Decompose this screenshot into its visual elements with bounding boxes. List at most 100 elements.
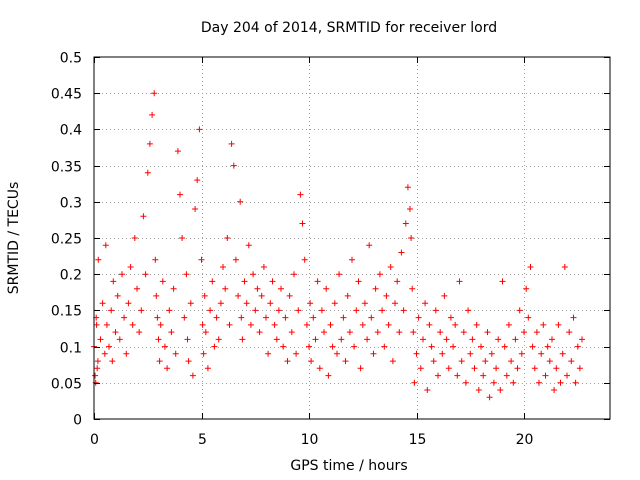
data-point [456, 278, 463, 285]
data-point [497, 387, 504, 393]
data-point [306, 343, 312, 350]
data-point [273, 336, 280, 343]
data-point [284, 358, 291, 365]
data-point [540, 321, 547, 328]
data-point [338, 336, 345, 343]
data-point [370, 350, 377, 357]
y-tick-label: 0.45 [51, 87, 82, 103]
data-point [318, 307, 325, 314]
data-point [156, 358, 163, 365]
data-point [93, 321, 100, 328]
data-point [410, 329, 417, 336]
data-point [121, 314, 128, 321]
data-point [501, 343, 508, 350]
data-point [336, 271, 343, 278]
data-point [536, 379, 542, 386]
x-tick-label: 15 [409, 432, 427, 448]
data-point [521, 329, 527, 336]
data-point [278, 285, 284, 292]
data-point [415, 314, 422, 321]
data-point [297, 191, 304, 198]
data-point [204, 365, 211, 372]
data-point [385, 321, 392, 328]
axis-ticks [94, 57, 610, 420]
data-point [486, 394, 493, 401]
data-point [561, 264, 568, 270]
data-point [510, 379, 517, 386]
data-point [275, 307, 282, 314]
data-point [187, 300, 194, 307]
data-point [460, 329, 467, 336]
data-point [331, 300, 338, 307]
data-point [94, 365, 101, 372]
data-point [172, 350, 179, 357]
y-tick-label: 0.25 [51, 232, 82, 248]
data-point [576, 365, 583, 372]
data-point [372, 285, 379, 292]
data-point [329, 343, 336, 350]
data-point [469, 336, 476, 343]
data-point [398, 249, 405, 256]
data-point [159, 278, 166, 285]
data-point [202, 329, 209, 336]
data-point [546, 358, 553, 365]
data-point [92, 372, 99, 379]
data-point [230, 162, 237, 169]
data-point [514, 365, 521, 372]
data-point [164, 365, 171, 372]
data-point [574, 343, 581, 350]
data-point [557, 379, 564, 386]
data-point [129, 321, 136, 328]
y-tick-label: 0.2 [60, 268, 82, 284]
data-point [153, 292, 160, 299]
grid [94, 57, 610, 419]
data-point [127, 264, 134, 270]
data-point [342, 358, 349, 365]
data-point [166, 307, 173, 314]
data-point [239, 336, 246, 343]
data-point [288, 329, 295, 336]
data-point [503, 372, 510, 379]
data-point [228, 140, 235, 147]
y-tick-label: 0.5 [60, 51, 82, 67]
data-point [527, 264, 534, 270]
data-point [389, 358, 396, 365]
data-point [413, 350, 420, 357]
data-point [226, 321, 233, 328]
data-point [260, 264, 267, 270]
data-point [245, 242, 252, 249]
data-point [97, 336, 104, 343]
data-point [376, 271, 383, 278]
data-point [465, 307, 472, 314]
data-point [282, 314, 289, 321]
data-point [299, 220, 306, 227]
data-point [495, 336, 502, 343]
data-point [402, 220, 409, 227]
data-point [179, 235, 186, 241]
data-point [213, 314, 220, 321]
data-point [140, 213, 147, 220]
data-point [157, 321, 164, 328]
data-point [396, 329, 403, 336]
y-tick-label: 0 [73, 413, 82, 429]
data-point [435, 372, 441, 379]
data-point [452, 321, 459, 328]
data-point [271, 321, 278, 328]
data-point [194, 177, 201, 184]
data-point [407, 206, 413, 212]
data-point [155, 336, 162, 343]
x-tick-label: 0 [90, 432, 99, 448]
y-tick-label: 0.35 [51, 160, 82, 176]
data-point [220, 264, 226, 270]
data-point [152, 256, 159, 263]
data-point [409, 285, 416, 292]
data-point [325, 372, 332, 379]
data-point [252, 307, 259, 314]
data-point [237, 198, 244, 205]
data-point [357, 365, 364, 372]
data-point [310, 314, 317, 321]
data-point [94, 358, 101, 365]
data-point [211, 343, 218, 350]
data-point [488, 350, 495, 357]
